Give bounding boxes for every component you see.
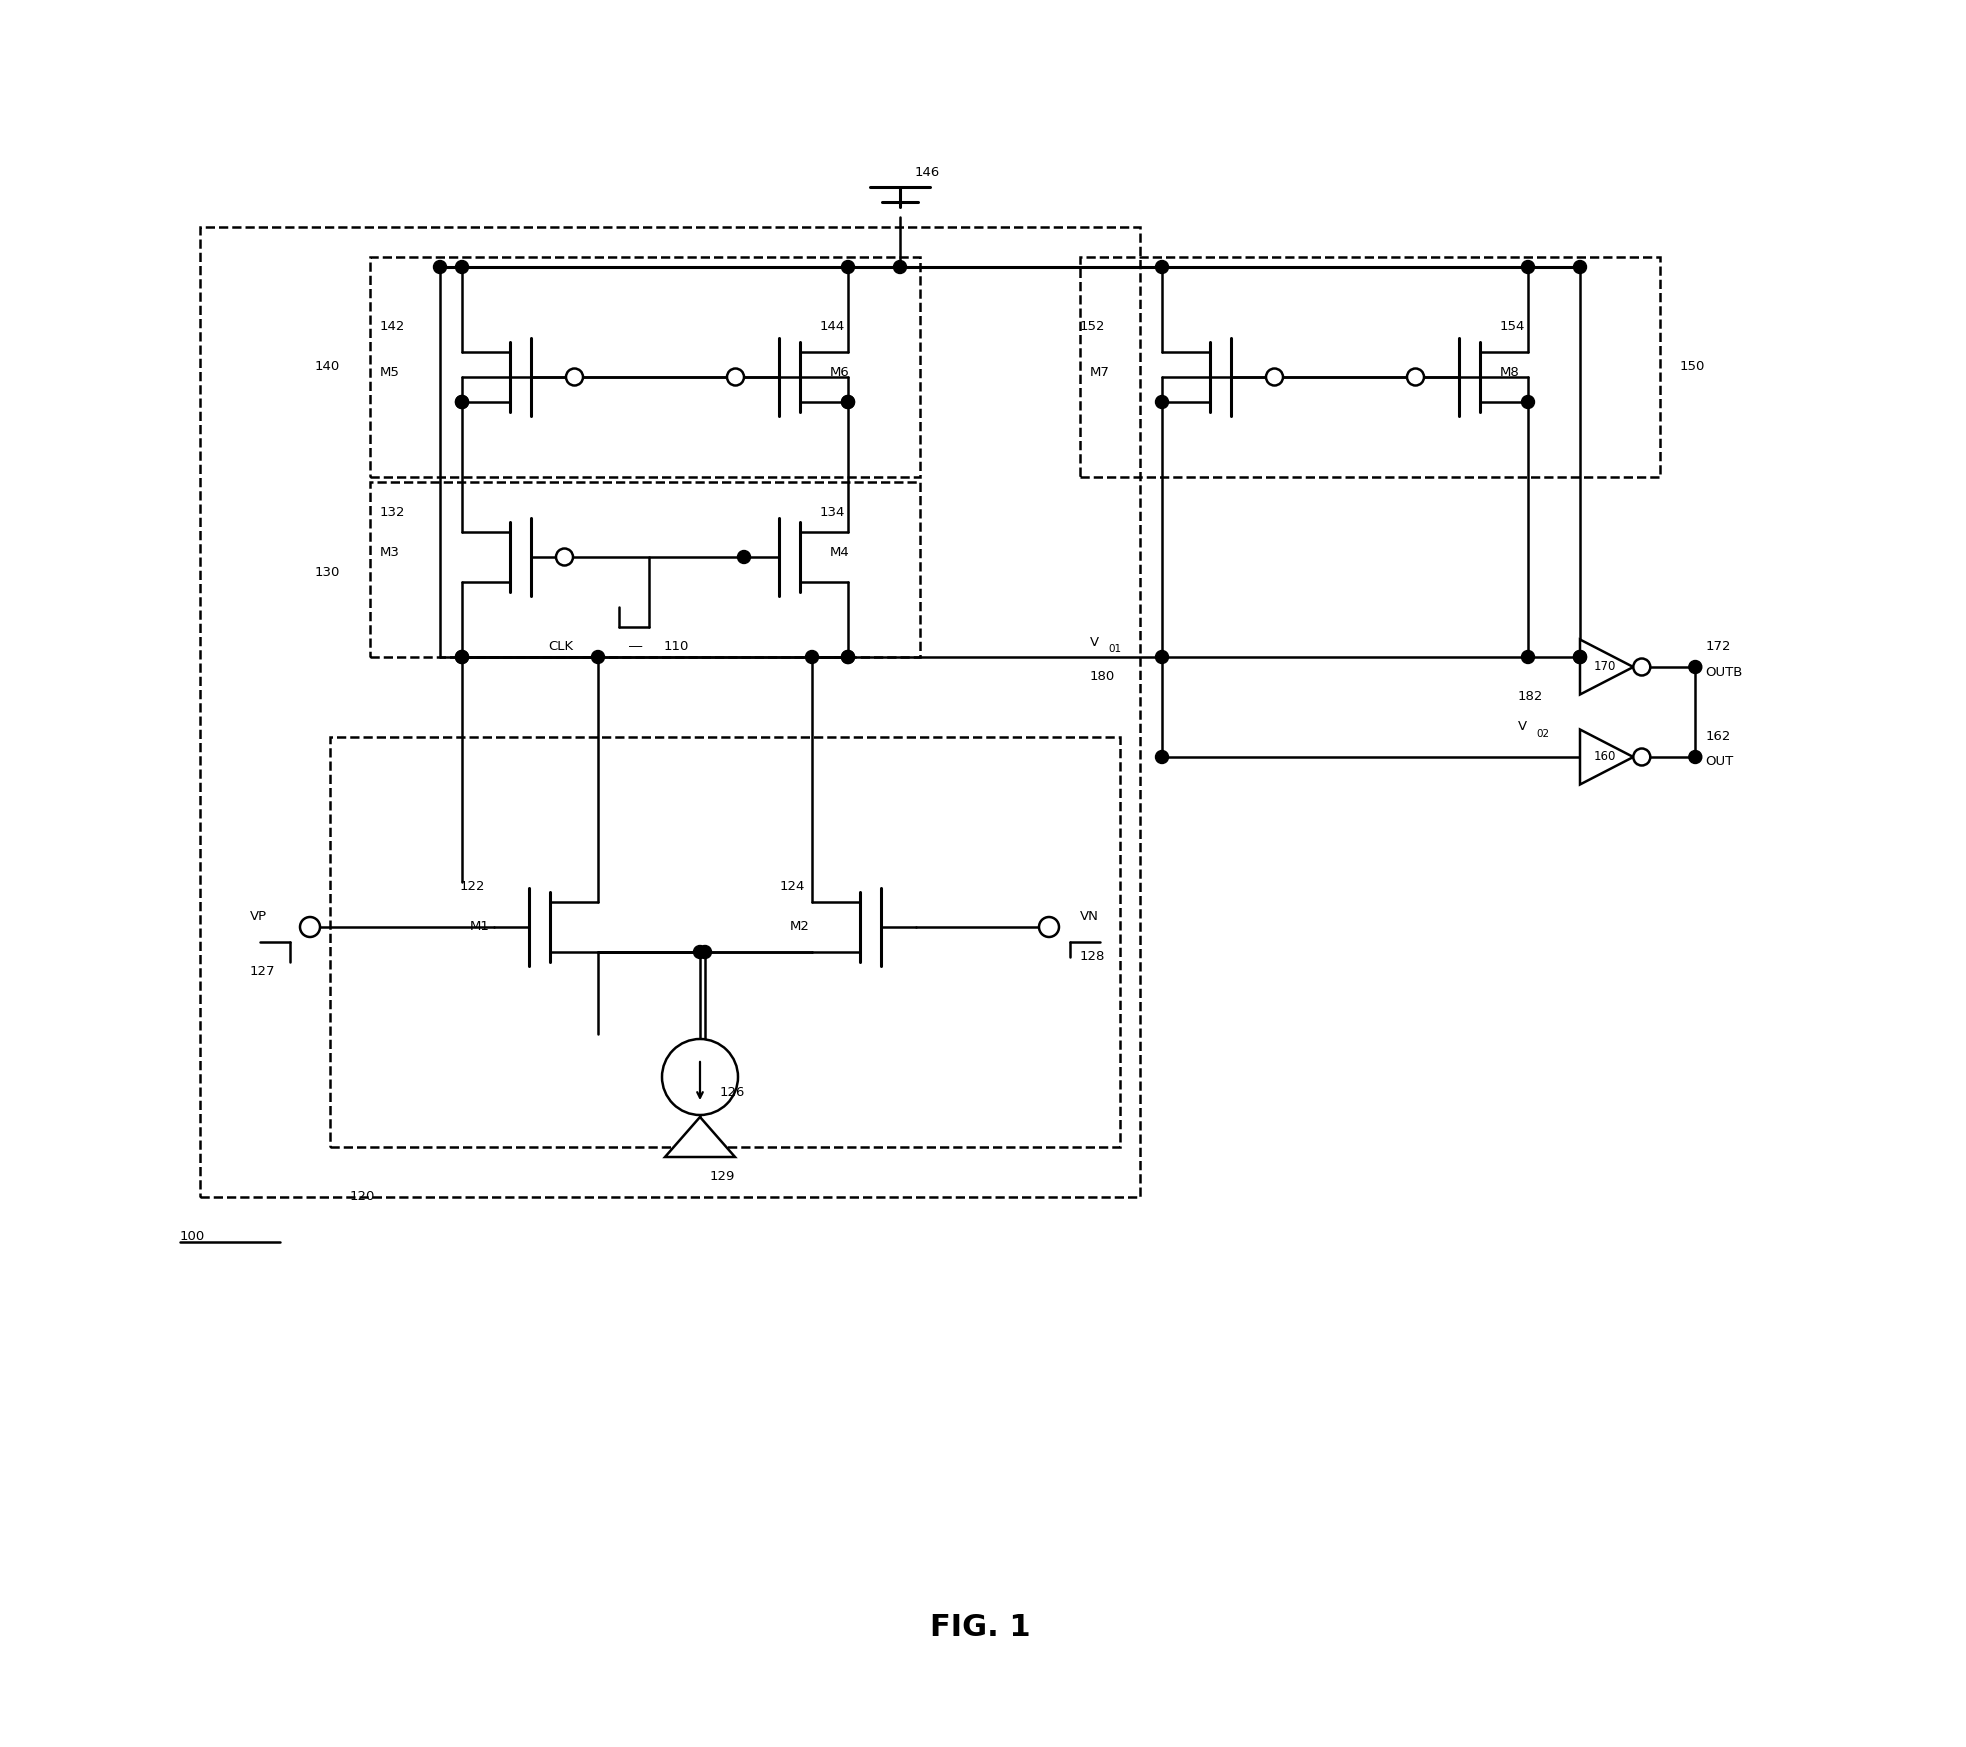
- Circle shape: [841, 260, 855, 274]
- Circle shape: [1156, 395, 1168, 409]
- Circle shape: [1689, 660, 1703, 674]
- Text: VP: VP: [250, 910, 267, 924]
- Circle shape: [737, 550, 751, 564]
- Text: M3: M3: [379, 545, 399, 559]
- Text: 172: 172: [1705, 641, 1730, 653]
- Text: 144: 144: [820, 320, 845, 334]
- Circle shape: [1266, 369, 1284, 386]
- Polygon shape: [665, 1116, 735, 1157]
- Text: M4: M4: [830, 545, 849, 559]
- Circle shape: [1634, 659, 1649, 676]
- Text: 128: 128: [1079, 950, 1105, 964]
- Text: 129: 129: [710, 1170, 735, 1183]
- Bar: [330, 737, 1121, 1148]
- Circle shape: [841, 395, 855, 409]
- Text: 126: 126: [720, 1085, 745, 1099]
- Text: M8: M8: [1500, 365, 1520, 379]
- Text: 140: 140: [315, 360, 340, 374]
- Circle shape: [727, 369, 743, 386]
- Text: 01: 01: [1109, 645, 1121, 653]
- Text: M5: M5: [379, 365, 399, 379]
- Circle shape: [1522, 650, 1535, 664]
- Text: FIG. 1: FIG. 1: [930, 1612, 1030, 1642]
- Text: 162: 162: [1705, 730, 1730, 744]
- Circle shape: [556, 549, 572, 566]
- Text: OUT: OUT: [1705, 755, 1734, 769]
- Text: V: V: [1518, 720, 1528, 734]
- Text: 110: 110: [663, 641, 688, 653]
- Text: M7: M7: [1089, 365, 1111, 379]
- Circle shape: [456, 650, 468, 664]
- Text: 154: 154: [1500, 320, 1526, 334]
- Circle shape: [806, 650, 818, 664]
- Text: 132: 132: [379, 505, 405, 519]
- Circle shape: [1156, 650, 1168, 664]
- Circle shape: [301, 917, 320, 936]
- Bar: [1079, 257, 1659, 477]
- Circle shape: [456, 260, 468, 274]
- Text: 146: 146: [914, 166, 940, 178]
- Circle shape: [566, 369, 584, 386]
- Text: 124: 124: [781, 880, 806, 893]
- Text: 127: 127: [250, 966, 275, 978]
- Text: V: V: [1089, 636, 1099, 648]
- Circle shape: [841, 650, 855, 664]
- Text: 02: 02: [1535, 728, 1549, 739]
- Text: ―: ―: [629, 641, 641, 653]
- Circle shape: [694, 945, 706, 959]
- Text: 130: 130: [315, 566, 340, 578]
- Circle shape: [456, 395, 468, 409]
- Text: M1: M1: [470, 921, 490, 933]
- Text: CLK: CLK: [549, 641, 574, 653]
- Text: 160: 160: [1594, 751, 1616, 763]
- Circle shape: [433, 260, 446, 274]
- Text: 182: 182: [1518, 690, 1543, 704]
- Text: 180: 180: [1089, 671, 1115, 683]
- Text: OUTB: OUTB: [1705, 666, 1742, 678]
- Circle shape: [663, 1039, 737, 1115]
- Text: 120: 120: [350, 1190, 376, 1204]
- Circle shape: [1408, 369, 1423, 386]
- Circle shape: [1156, 751, 1168, 763]
- Text: M6: M6: [830, 365, 849, 379]
- Circle shape: [698, 945, 712, 959]
- Text: 100: 100: [181, 1230, 204, 1244]
- Circle shape: [1689, 751, 1703, 763]
- Circle shape: [893, 260, 906, 274]
- Circle shape: [841, 395, 855, 409]
- Bar: [370, 257, 920, 477]
- Polygon shape: [1581, 639, 1634, 695]
- Circle shape: [1522, 395, 1535, 409]
- Circle shape: [456, 650, 468, 664]
- Text: 170: 170: [1594, 660, 1616, 674]
- Circle shape: [1634, 748, 1649, 765]
- Circle shape: [1573, 650, 1587, 664]
- Bar: [370, 482, 920, 657]
- Circle shape: [456, 395, 468, 409]
- Circle shape: [1573, 650, 1587, 664]
- Circle shape: [841, 650, 855, 664]
- Text: M2: M2: [790, 921, 810, 933]
- Text: 150: 150: [1681, 360, 1705, 374]
- Bar: [201, 227, 1140, 1197]
- Circle shape: [1156, 260, 1168, 274]
- Polygon shape: [1581, 730, 1634, 784]
- Text: 142: 142: [379, 320, 405, 334]
- Circle shape: [592, 650, 604, 664]
- Circle shape: [1573, 260, 1587, 274]
- Text: 122: 122: [460, 880, 486, 893]
- Text: 134: 134: [820, 505, 845, 519]
- Circle shape: [1038, 917, 1060, 936]
- Text: 152: 152: [1079, 320, 1105, 334]
- Circle shape: [1522, 260, 1535, 274]
- Text: VN: VN: [1079, 910, 1099, 924]
